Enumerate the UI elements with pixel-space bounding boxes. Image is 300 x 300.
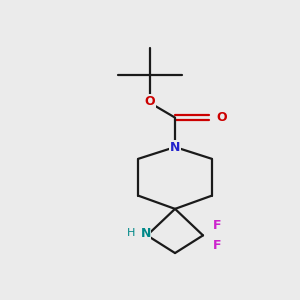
- Text: F: F: [213, 219, 222, 232]
- Text: N: N: [140, 226, 151, 239]
- Text: H: H: [127, 228, 135, 238]
- Text: O: O: [145, 95, 155, 108]
- Text: N: N: [170, 141, 180, 154]
- Text: F: F: [213, 239, 222, 252]
- Text: O: O: [216, 111, 227, 124]
